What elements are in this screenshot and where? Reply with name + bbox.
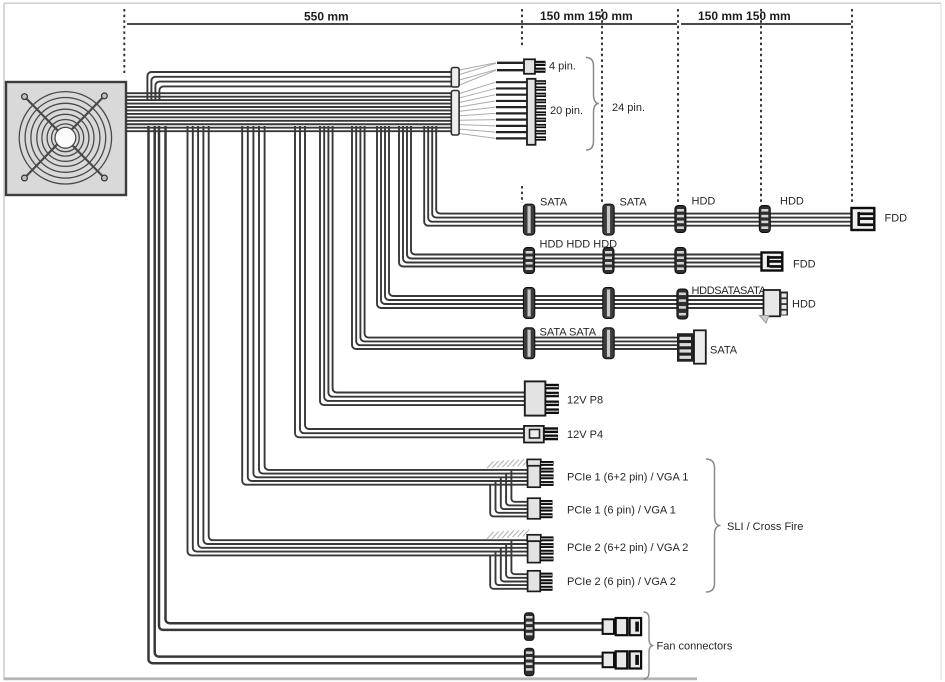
svg-text:550 mm: 550 mm [304,10,349,24]
svg-text:4 pin.: 4 pin. [549,61,576,73]
svg-text:HDD: HDD [692,196,716,208]
svg-text:Fan connectors: Fan connectors [657,641,733,653]
svg-text:SATA SATA: SATA SATA [540,327,597,339]
svg-text:20 pin.: 20 pin. [550,105,583,117]
svg-text:HDD: HDD [792,299,816,311]
svg-text:PCIe 1 (6+2 pin) / VGA 1: PCIe 1 (6+2 pin) / VGA 1 [567,472,688,484]
svg-text:SATA: SATA [540,197,568,209]
svg-text:PCIe 2 (6+2 pin) / VGA 2: PCIe 2 (6+2 pin) / VGA 2 [567,542,688,554]
svg-text:150 mm 150 mm: 150 mm 150 mm [698,9,791,23]
svg-text:150 mm 150 mm: 150 mm 150 mm [540,9,633,23]
svg-text:PCIe 1 (6 pin) / VGA 1: PCIe 1 (6 pin) / VGA 1 [567,505,676,517]
svg-text:FDD: FDD [793,259,816,271]
svg-text:HDD: HDD [780,196,804,208]
svg-text:SLI / Cross Fire: SLI / Cross Fire [727,521,803,533]
svg-text:PCIe 2 (6 pin) / VGA 2: PCIe 2 (6 pin) / VGA 2 [567,576,676,588]
svg-text:HDD HDD HDD: HDD HDD HDD [540,239,618,251]
svg-text:12V P4: 12V P4 [567,429,603,441]
svg-text:FDD: FDD [885,213,908,225]
svg-text:24 pin.: 24 pin. [612,102,645,114]
svg-text:12V P8: 12V P8 [567,395,603,407]
svg-text:SATA: SATA [710,345,738,357]
svg-text:HDDSATASATA: HDDSATASATA [692,285,767,297]
svg-text:SATA: SATA [620,197,648,209]
